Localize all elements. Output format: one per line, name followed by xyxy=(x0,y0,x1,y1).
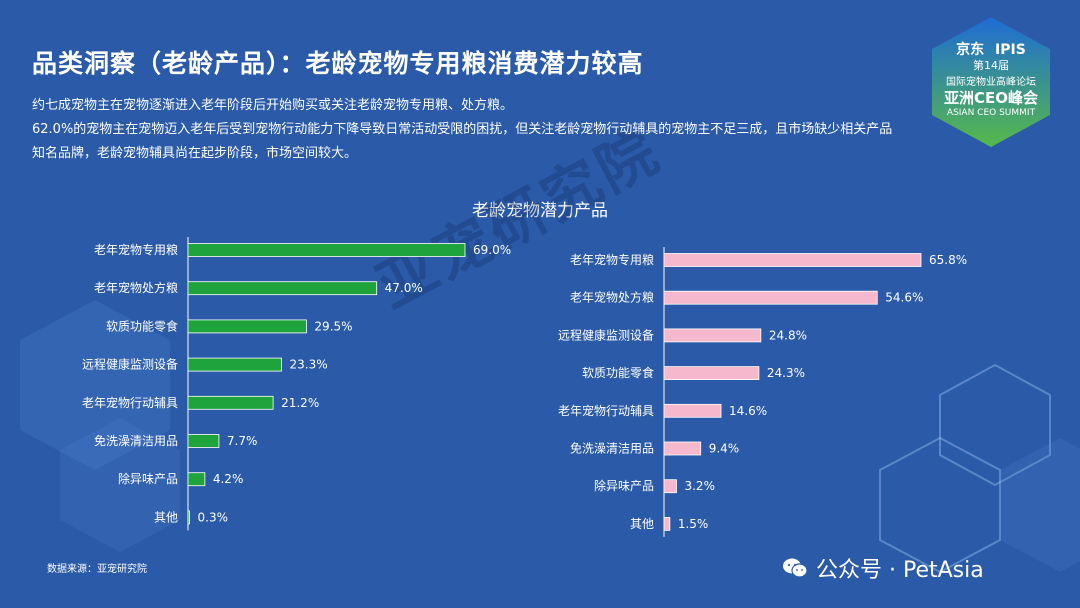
bar xyxy=(663,441,702,456)
bar xyxy=(187,243,466,257)
category-label: 除异味产品 xyxy=(594,478,654,493)
bar xyxy=(187,319,307,334)
chart-right: 老年宠物专用粮 65.8% 老年宠物处方粮 54.6% 远程健康监测设备 24.8% 软质功… xyxy=(558,247,967,537)
category-label: 软质功能零食 xyxy=(106,318,178,333)
bar xyxy=(187,434,220,448)
category-label: 软质功能零食 xyxy=(582,365,654,380)
category-label: 免洗澡清洁用品 xyxy=(570,441,654,456)
category-label: 老年宠物处方粮 xyxy=(94,280,178,295)
bar xyxy=(187,357,282,372)
bar xyxy=(663,253,922,267)
logo-brand-left: 京东 xyxy=(956,42,985,58)
category-label: 其他 xyxy=(154,510,178,524)
value-label: 54.6% xyxy=(885,291,923,305)
chart-left: 老年宠物专用粮 69.0% 老年宠物处方粮 47.0% 软质功能零食 29.5% 远程健康监… xyxy=(82,237,511,531)
category-label: 老年宠物行动辅具 xyxy=(82,395,178,410)
logo-brand-right: IPIS xyxy=(995,42,1026,58)
wechat-icon xyxy=(783,558,808,578)
logo-line2: 亚洲CEO峰会 xyxy=(943,89,1038,107)
bar xyxy=(187,281,378,296)
bar xyxy=(187,510,190,525)
bar xyxy=(187,395,274,410)
category-label: 老年宠物处方粮 xyxy=(570,290,654,305)
category-label: 老年宠物专用粮 xyxy=(570,252,654,267)
value-label: 65.8% xyxy=(929,253,967,267)
value-label: 24.3% xyxy=(767,366,805,380)
value-label: 4.2% xyxy=(213,472,244,486)
value-label: 47.0% xyxy=(385,281,423,295)
category-label: 远程健康监测设备 xyxy=(82,357,178,372)
category-label: 老年宠物专用粮 xyxy=(94,242,178,257)
category-label: 免洗澡清洁用品 xyxy=(94,433,178,448)
data-source: 数据来源：亚宠研究院 xyxy=(47,564,147,575)
category-label: 除异味产品 xyxy=(118,471,178,486)
bar xyxy=(663,479,677,494)
wechat-label: 公众号 · PetAsia xyxy=(816,558,984,583)
value-label: 21.2% xyxy=(281,396,319,410)
bar xyxy=(663,516,671,531)
wechat-account: 公众号 · PetAsia xyxy=(782,552,984,584)
bar xyxy=(663,290,878,305)
logo-line3: ASIAN CEO SUMMIT xyxy=(946,108,1036,118)
value-label: 3.2% xyxy=(684,479,715,493)
value-label: 14.6% xyxy=(729,404,767,418)
description-line: 知名品牌，老龄宠物辅具尚在起步阶段，市场空间较大。 xyxy=(32,146,358,161)
value-label: 9.4% xyxy=(709,442,740,456)
description: 约七成宠物主在宠物逐渐进入老年阶段后开始购买或关注老龄宠物专用粮、处方粮。 62… xyxy=(32,94,912,166)
category-label: 其他 xyxy=(630,517,654,531)
chart-heading: 老龄宠物潜力产品 xyxy=(472,201,608,221)
description-line: 约七成宠物主在宠物逐渐进入老年阶段后开始购买或关注老龄宠物专用粮、处方粮。 xyxy=(32,98,514,113)
bar xyxy=(663,328,762,343)
value-label: 1.5% xyxy=(678,517,709,531)
logo-edition: 第14届 xyxy=(973,59,1009,72)
logo-hexagon xyxy=(932,17,1050,147)
bar xyxy=(187,472,206,487)
bar xyxy=(663,366,760,380)
value-label: 23.3% xyxy=(290,358,328,372)
logo-line1: 国际宠物业高峰论坛 xyxy=(946,77,1036,88)
category-label: 老年宠物行动辅具 xyxy=(558,403,654,418)
value-label: 69.0% xyxy=(473,243,511,257)
description-line: 62.0%的宠物主在宠物迈入老年后受到宠物行动能力下降导致日常活动受限的困扰，但… xyxy=(32,122,893,137)
value-label: 24.8% xyxy=(769,328,807,342)
bar xyxy=(663,403,722,418)
value-label: 0.3% xyxy=(198,510,229,524)
category-label: 远程健康监测设备 xyxy=(558,327,654,342)
page-title: 品类洞察（老龄产品）：老龄宠物专用粮消费潜力较高 xyxy=(32,49,644,78)
summit-logo: 京东 IPIS 第14届 国际宠物业高峰论坛 亚洲CEO峰会 ASIAN CEO… xyxy=(930,15,1052,149)
value-label: 7.7% xyxy=(227,434,258,448)
value-label: 29.5% xyxy=(314,319,352,333)
